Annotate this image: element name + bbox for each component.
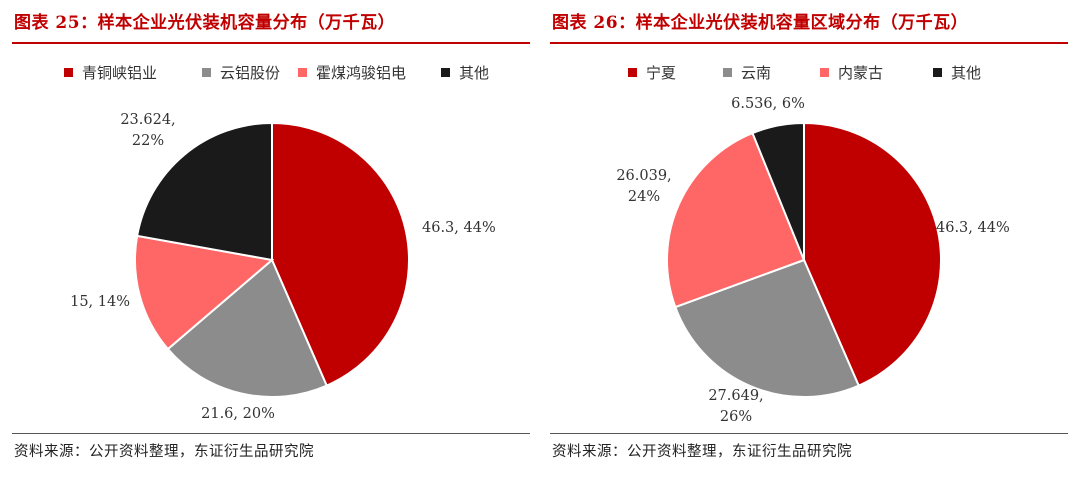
pie-slice (674, 258, 861, 398)
legend-swatch (628, 68, 637, 77)
data-label: 46.3, 44% (936, 220, 1010, 236)
data-label: 15, 14% (70, 294, 130, 310)
legend-label: 其他 (459, 64, 489, 82)
data-label: 21.6, 20% (201, 406, 275, 422)
legend-label: 宁夏 (646, 64, 676, 82)
chart-panel-26: 图表 26：样本企业光伏装机容量区域分布（万千瓦） 宁夏 云南 内蒙古 其他 46.3,… (550, 0, 1068, 480)
data-label: 27.649, 26% (708, 388, 763, 425)
data-label: 46.3, 44% (422, 220, 496, 236)
legend-swatch (933, 68, 942, 77)
source-note: 资料来源：公开资料整理，东证衍生品研究院 (552, 444, 852, 460)
title-divider (12, 42, 530, 44)
legend-swatch (441, 68, 450, 77)
data-label: 6.536, 6% (731, 96, 805, 112)
legend-swatch (723, 68, 732, 77)
pie-slice (803, 121, 942, 387)
pie-slice (135, 121, 273, 262)
legend-label: 云南 (741, 64, 771, 82)
legend-label: 云铝股份 (220, 64, 280, 82)
pie-slice (751, 121, 805, 261)
legend-label: 内蒙古 (838, 64, 883, 82)
pie-slice (166, 258, 329, 398)
legend-swatch (820, 68, 829, 77)
legend-swatch (298, 68, 307, 77)
pie-slice (134, 234, 275, 351)
source-divider (12, 433, 530, 434)
legend-label: 青铜峡铝业 (82, 64, 157, 82)
title-divider (550, 42, 1068, 44)
legend-label: 其他 (951, 64, 981, 82)
data-label: 23.624, 22% (120, 112, 175, 149)
chart-panel-25: 图表 25：样本企业光伏装机容量分布（万千瓦） 青铜峡铝业 云铝股份 霍煤鸿骏铝电 其… (12, 0, 530, 480)
pie-slice (271, 121, 410, 387)
data-label: 26.039, 24% (616, 168, 671, 205)
source-note: 资料来源：公开资料整理，东证衍生品研究院 (14, 444, 314, 460)
pie-chart-26: 宁夏 云南 内蒙古 其他 46.3, 44% 27.649, 26% 26.039, 24% 6.… (616, 64, 1010, 425)
chart-title: 图表 26：样本企业光伏装机容量区域分布（万千瓦） (552, 13, 969, 33)
pie-chart-25: 青铜峡铝业 云铝股份 霍煤鸿骏铝电 其他 46.3, 44% 21.6, 20% 15, 1… (64, 64, 496, 422)
source-divider (550, 433, 1068, 434)
legend-swatch (64, 68, 73, 77)
chart-title: 图表 25：样本企业光伏装机容量分布（万千瓦） (14, 13, 396, 33)
legend-swatch (202, 68, 211, 77)
legend-label: 霍煤鸿骏铝电 (316, 64, 406, 82)
